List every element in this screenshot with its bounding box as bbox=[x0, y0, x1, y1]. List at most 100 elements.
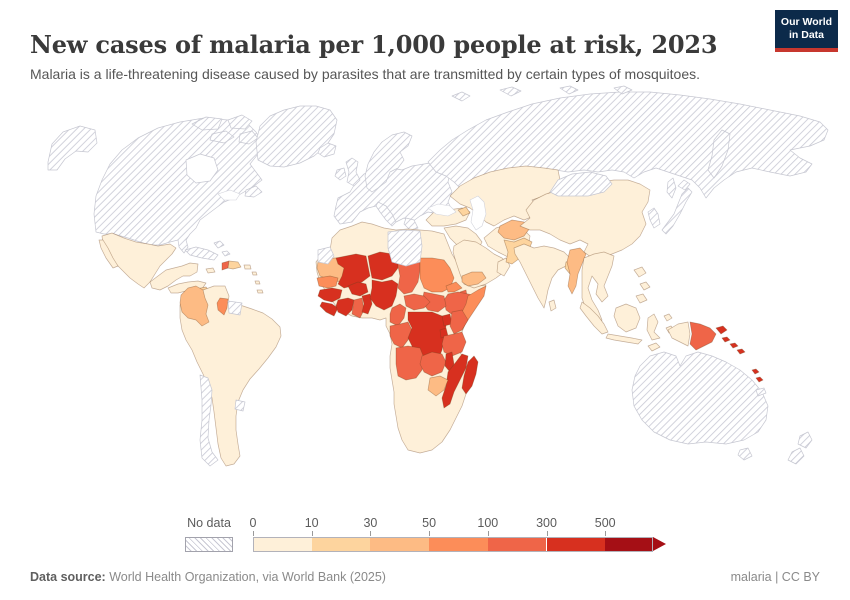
license-link[interactable]: malaria | CC BY bbox=[730, 570, 820, 584]
region-vanuatu[interactable] bbox=[751, 368, 764, 383]
region-south-america-main[interactable] bbox=[179, 285, 282, 467]
no-data-swatch[interactable] bbox=[185, 537, 233, 552]
region-ireland[interactable] bbox=[334, 167, 347, 181]
region-jamaica[interactable] bbox=[205, 267, 216, 274]
region-canadian-arctic[interactable] bbox=[191, 114, 259, 145]
region-mongolia[interactable] bbox=[549, 171, 613, 197]
region-newfoundland[interactable] bbox=[244, 185, 263, 198]
region-sierra-leone-liberia[interactable] bbox=[319, 301, 339, 317]
region-mozambique[interactable] bbox=[441, 353, 469, 409]
region-guyana[interactable] bbox=[216, 297, 229, 316]
region-lesser-antilles[interactable] bbox=[251, 271, 264, 294]
region-burkina-faso[interactable] bbox=[347, 281, 369, 297]
region-japan[interactable] bbox=[661, 179, 693, 235]
region-libya[interactable] bbox=[387, 229, 423, 267]
region-niger[interactable] bbox=[367, 251, 399, 281]
region-greenland[interactable] bbox=[255, 105, 338, 168]
region-solomon-islands[interactable] bbox=[715, 325, 746, 355]
region-dominican-republic[interactable] bbox=[227, 260, 242, 270]
region-new-caledonia[interactable] bbox=[755, 387, 767, 397]
legend-swatch-0[interactable] bbox=[253, 537, 312, 552]
legend-swatch-1[interactable] bbox=[311, 537, 371, 552]
region-cote-divoire[interactable] bbox=[335, 297, 355, 317]
black-sea bbox=[427, 203, 457, 217]
region-united-kingdom[interactable] bbox=[345, 157, 361, 187]
region-zambia[interactable] bbox=[419, 351, 447, 377]
region-korea[interactable] bbox=[647, 207, 661, 229]
legend-tick-0: 0 bbox=[249, 516, 257, 530]
region-guinea[interactable] bbox=[317, 287, 343, 303]
region-tanzania[interactable] bbox=[441, 331, 467, 357]
region-india[interactable] bbox=[513, 243, 571, 309]
region-angola[interactable] bbox=[395, 345, 425, 381]
region-ghana[interactable] bbox=[351, 297, 365, 319]
region-togo-benin[interactable] bbox=[361, 293, 373, 315]
region-bahamas[interactable] bbox=[213, 240, 231, 257]
legend-tickmark bbox=[311, 531, 313, 536]
region-oman[interactable] bbox=[496, 257, 511, 277]
region-iceland[interactable] bbox=[317, 142, 337, 158]
legend-tickmark bbox=[605, 531, 607, 536]
legend-tick-5: 300 bbox=[536, 516, 557, 530]
legend-swatch-3[interactable] bbox=[429, 537, 488, 552]
region-zimbabwe[interactable] bbox=[427, 375, 449, 397]
legend-swatch-6[interactable] bbox=[605, 537, 653, 552]
region-puerto-rico[interactable] bbox=[243, 264, 252, 270]
region-cuba[interactable] bbox=[184, 246, 219, 261]
page-title: New cases of malaria per 1,000 people at… bbox=[30, 30, 718, 60]
great-lakes bbox=[217, 189, 241, 201]
region-cameroon[interactable] bbox=[389, 303, 407, 327]
legend-swatch-5[interactable] bbox=[546, 537, 606, 552]
region-mexico[interactable] bbox=[98, 232, 199, 291]
legend-swatch-4[interactable] bbox=[487, 537, 547, 552]
page-subtitle: Malaria is a life-threatening disease ca… bbox=[30, 66, 701, 82]
region-eritrea[interactable] bbox=[445, 281, 463, 293]
region-nigeria[interactable] bbox=[369, 279, 399, 311]
region-scandinavia[interactable] bbox=[364, 131, 413, 193]
legend-tick-2: 30 bbox=[363, 516, 378, 530]
region-western-sahara[interactable] bbox=[317, 246, 335, 265]
region-azerbaijan[interactable] bbox=[457, 206, 471, 217]
region-gabon-congo[interactable] bbox=[389, 321, 413, 349]
region-suriname-french-guiana[interactable] bbox=[227, 300, 243, 316]
region-uruguay[interactable] bbox=[234, 399, 246, 412]
legend-tickmark bbox=[253, 531, 254, 536]
legend-tickmark bbox=[487, 531, 489, 536]
caspian-sea bbox=[469, 195, 487, 231]
region-alaska[interactable] bbox=[47, 125, 98, 171]
data-source: Data source: World Health Organization, … bbox=[30, 570, 386, 584]
legend-tick-6: 500 bbox=[594, 516, 616, 530]
data-source-text: World Health Organization, via World Ban… bbox=[105, 570, 386, 584]
owid-logo-line2: in Data bbox=[788, 29, 824, 41]
region-indonesia[interactable] bbox=[579, 301, 691, 352]
region-papua-new-guinea[interactable] bbox=[689, 321, 717, 351]
legend-arrow bbox=[653, 537, 666, 551]
region-colombia[interactable] bbox=[179, 285, 210, 327]
region-sudan[interactable] bbox=[419, 257, 455, 293]
region-madagascar[interactable] bbox=[461, 355, 479, 395]
footer: Data source: World Health Organization, … bbox=[30, 570, 820, 584]
map-legend: No data 0 10 30 50 100 300 500 bbox=[185, 516, 675, 554]
world-map bbox=[47, 85, 829, 467]
region-yemen[interactable] bbox=[461, 271, 487, 287]
region-sri-lanka[interactable] bbox=[548, 299, 557, 312]
legend-swatch-2[interactable] bbox=[370, 537, 430, 552]
region-central-african-republic[interactable] bbox=[403, 293, 431, 311]
region-new-zealand[interactable] bbox=[787, 431, 813, 465]
no-data-label: No data bbox=[187, 516, 231, 530]
region-chile[interactable] bbox=[199, 374, 219, 467]
region-senegal-gambia[interactable] bbox=[316, 275, 339, 289]
legend-tickmark bbox=[429, 531, 431, 536]
region-australia[interactable] bbox=[631, 351, 769, 461]
region-philippines[interactable] bbox=[633, 266, 651, 304]
region-kenya[interactable] bbox=[449, 309, 469, 335]
owid-logo-line1: Our World bbox=[780, 15, 833, 28]
owid-logo[interactable]: Our World in Data bbox=[775, 10, 838, 52]
region-canada-united-states[interactable] bbox=[93, 117, 263, 254]
legend-tickmark bbox=[546, 531, 548, 536]
legend-tick-4: 100 bbox=[477, 516, 499, 530]
region-haiti[interactable] bbox=[221, 260, 230, 271]
data-source-label: Data source: bbox=[30, 570, 106, 584]
legend-tick-3: 50 bbox=[422, 516, 437, 530]
legend-tickmark bbox=[370, 531, 372, 536]
